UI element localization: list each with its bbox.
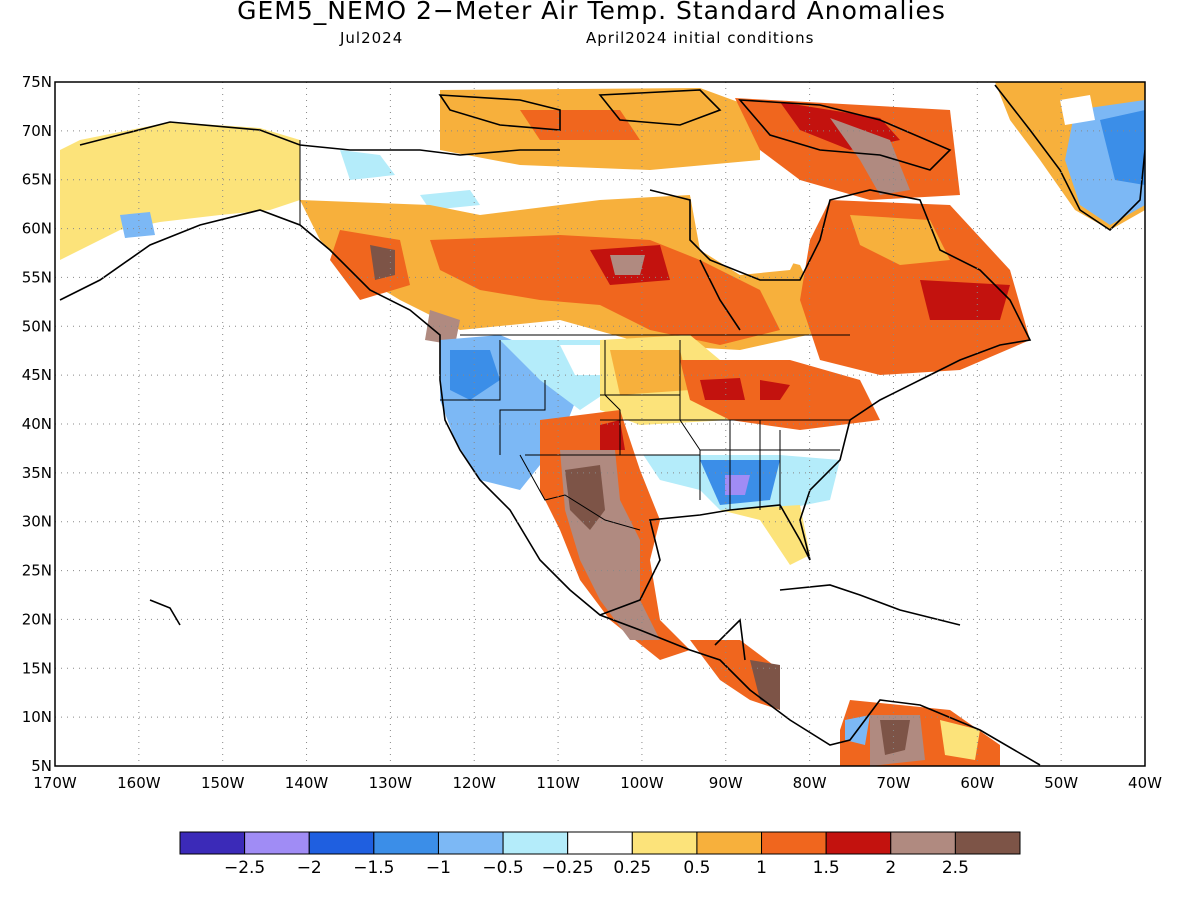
lon-tick-label: 60W	[960, 774, 994, 792]
colorbar-label: −1.5	[353, 858, 394, 878]
colorbar-label: 2.5	[942, 858, 969, 878]
lat-tick-label: 20N	[22, 610, 52, 628]
lon-tick-label: 130W	[369, 774, 413, 792]
colorbar: −2.5 −2 −1.5 −1 −0.5 −0.25 0.25 0.5 1 1.5 2 2.5	[179, 831, 1021, 878]
lon-tick-label: 80W	[793, 774, 827, 792]
lon-axis: 170W 160W 150W 140W 130W 120W 110W 100W 90W 80W 70…	[33, 774, 1162, 792]
colorbar-swatch	[437, 831, 504, 855]
init-conditions: April2024 initial conditions	[586, 29, 815, 47]
colorbar-label: 2	[885, 858, 896, 878]
anomaly-fill	[60, 82, 1145, 766]
lon-tick-label: 160W	[117, 774, 161, 792]
lat-tick-label: 15N	[22, 659, 52, 677]
lat-tick-label: 70N	[22, 122, 52, 140]
lat-lon-grid	[55, 82, 1145, 766]
lon-tick-label: 170W	[33, 774, 77, 792]
lon-tick-label: 70W	[877, 774, 911, 792]
lat-tick-label: 10N	[22, 708, 52, 726]
colorbar-label: −2.5	[224, 858, 265, 878]
valid-month: Jul2024	[340, 29, 404, 47]
map-frame	[54, 81, 1146, 767]
colorbar-label: −0.5	[482, 858, 523, 878]
colorbar-label: 1.5	[813, 858, 840, 878]
lat-tick-label: 40N	[22, 415, 52, 433]
lon-tick-label: 140W	[285, 774, 329, 792]
lon-tick-label: 90W	[709, 774, 743, 792]
colorbar-swatch	[373, 831, 439, 855]
colorbar-swatch	[244, 831, 310, 855]
colorbar-swatch	[696, 831, 763, 855]
colorbar-swatch	[179, 831, 246, 855]
lon-tick-label: 100W	[620, 774, 664, 792]
colorbar-swatch	[761, 831, 827, 855]
lat-axis: 75N 70N 65N 60N 55N 50N 45N 40N 35N 30N 25N 20N 15N 1…	[22, 73, 52, 775]
colorbar-swatch	[890, 831, 956, 855]
colorbar-swatch	[308, 831, 375, 855]
colorbar-swatch	[825, 831, 892, 855]
lat-tick-label: 45N	[22, 366, 52, 384]
lat-tick-label: 50N	[22, 317, 52, 335]
lat-tick-label: 60N	[22, 220, 52, 238]
borders	[299, 140, 850, 531]
map-panel	[55, 82, 1145, 766]
lat-tick-label: 65N	[22, 171, 52, 189]
lat-tick-label: 30N	[22, 513, 52, 531]
colorbar-label: 0.25	[613, 858, 651, 878]
colorbar-swatch	[567, 831, 633, 855]
colorbar-label: −0.25	[542, 858, 594, 878]
colorbar-swatch	[954, 831, 1021, 855]
colorbar-label: 0.5	[683, 858, 710, 878]
colorbar-label: 1	[756, 858, 767, 878]
colorbar-label: −1	[426, 858, 451, 878]
lon-tick-label: 110W	[536, 774, 580, 792]
lat-tick-label: 55N	[22, 268, 52, 286]
lon-tick-label: 40W	[1128, 774, 1162, 792]
lon-tick-label: 120W	[452, 774, 496, 792]
lat-tick-label: 5N	[31, 757, 52, 775]
map-title: GEM5_NEMO 2−Meter Air Temp. Standard Ano…	[237, 0, 946, 25]
colorbar-swatch	[631, 831, 698, 855]
lat-tick-label: 35N	[22, 464, 52, 482]
lat-tick-label: 25N	[22, 562, 52, 580]
colorbar-swatch	[502, 831, 569, 855]
colorbar-label: −2	[297, 858, 322, 878]
lat-tick-label: 75N	[22, 73, 52, 91]
lon-tick-label: 150W	[201, 774, 245, 792]
lon-tick-label: 50W	[1044, 774, 1078, 792]
